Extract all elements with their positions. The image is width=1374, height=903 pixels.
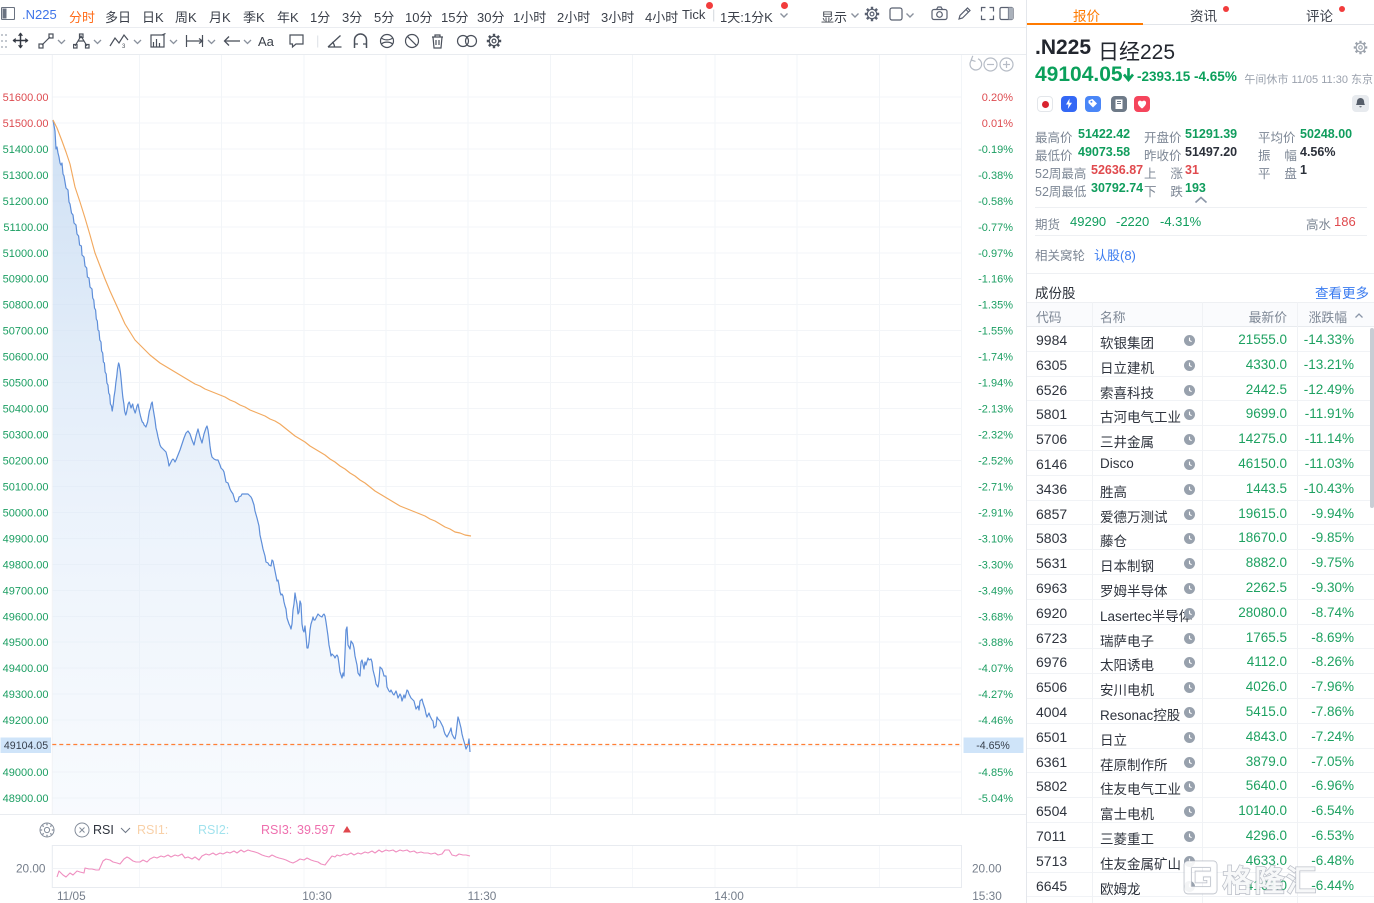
svg-text:14:00: 14:00 <box>714 889 744 903</box>
svg-text:39.597: 39.597 <box>297 823 335 837</box>
svg-text:-1.16%: -1.16% <box>978 274 1013 286</box>
svg-text:50700.00: 50700.00 <box>3 326 49 338</box>
svg-text:11:30: 11:30 <box>468 889 497 903</box>
svg-text:-2.52%: -2.52% <box>978 456 1013 468</box>
svg-text:50300.00: 50300.00 <box>3 430 49 442</box>
svg-text:-1.35%: -1.35% <box>978 300 1013 312</box>
svg-text:51300.00: 51300.00 <box>3 170 49 182</box>
svg-text:51200.00: 51200.00 <box>3 196 49 208</box>
svg-text:-2.13%: -2.13% <box>978 404 1013 416</box>
svg-text:-4.85%: -4.85% <box>978 767 1013 779</box>
svg-text:11/05: 11/05 <box>57 889 86 903</box>
svg-text:-0.77%: -0.77% <box>978 222 1013 234</box>
svg-text:48900.00: 48900.00 <box>3 793 49 805</box>
svg-text:49000.00: 49000.00 <box>3 767 49 779</box>
svg-text:RSI: RSI <box>93 823 114 837</box>
svg-text:50800.00: 50800.00 <box>3 300 49 312</box>
svg-text:-3.10%: -3.10% <box>978 533 1013 545</box>
svg-text:-3.49%: -3.49% <box>978 585 1013 597</box>
svg-text:50500.00: 50500.00 <box>3 378 49 390</box>
svg-text:-3.88%: -3.88% <box>978 637 1013 649</box>
svg-text:49800.00: 49800.00 <box>3 559 49 571</box>
svg-text:-4.65%: -4.65% <box>976 740 1010 752</box>
svg-text:49200.00: 49200.00 <box>3 715 49 727</box>
svg-text:49300.00: 49300.00 <box>3 689 49 701</box>
svg-text:50900.00: 50900.00 <box>3 274 49 286</box>
svg-text:51600.00: 51600.00 <box>3 92 49 104</box>
svg-text:格隆汇: 格隆汇 <box>1223 865 1319 898</box>
svg-text:3: 3 <box>122 44 126 49</box>
svg-text:20.00: 20.00 <box>972 862 1002 876</box>
svg-text:49400.00: 49400.00 <box>3 663 49 675</box>
svg-text:50200.00: 50200.00 <box>3 456 49 468</box>
svg-text:20.00: 20.00 <box>16 862 46 876</box>
svg-text:50100.00: 50100.00 <box>3 481 49 493</box>
svg-text:RSI2:: RSI2: <box>198 823 229 837</box>
svg-text:-2.71%: -2.71% <box>978 481 1013 493</box>
svg-text:0.01%: 0.01% <box>982 118 1013 130</box>
svg-text:51500.00: 51500.00 <box>3 118 49 130</box>
svg-text:RSI1:: RSI1: <box>137 823 168 837</box>
svg-text:51400.00: 51400.00 <box>3 144 49 156</box>
svg-text:-0.38%: -0.38% <box>978 170 1013 182</box>
svg-text:-5.04%: -5.04% <box>978 793 1013 805</box>
svg-text:-4.07%: -4.07% <box>978 663 1013 675</box>
svg-text:0.20%: 0.20% <box>982 92 1013 104</box>
svg-text:-3.30%: -3.30% <box>978 559 1013 571</box>
svg-text:49104.05: 49104.05 <box>4 740 48 752</box>
svg-text:10:30: 10:30 <box>302 889 332 903</box>
svg-text:-1.74%: -1.74% <box>978 352 1013 364</box>
svg-text:-0.19%: -0.19% <box>978 144 1013 156</box>
svg-text:-3.68%: -3.68% <box>978 611 1013 623</box>
svg-text:49600.00: 49600.00 <box>3 611 49 623</box>
svg-text:50600.00: 50600.00 <box>3 352 49 364</box>
svg-text:-4.27%: -4.27% <box>978 689 1013 701</box>
svg-text:-2.91%: -2.91% <box>978 507 1013 519</box>
svg-text:51000.00: 51000.00 <box>3 248 49 260</box>
svg-text:RSI3:: RSI3: <box>261 823 292 837</box>
svg-text:49500.00: 49500.00 <box>3 637 49 649</box>
svg-text:-2.32%: -2.32% <box>978 430 1013 442</box>
svg-text:50400.00: 50400.00 <box>3 404 49 416</box>
svg-text:-1.94%: -1.94% <box>978 378 1013 390</box>
svg-text:-0.97%: -0.97% <box>978 248 1013 260</box>
svg-text:49700.00: 49700.00 <box>3 585 49 597</box>
svg-text:15:30: 15:30 <box>972 889 1002 903</box>
svg-text:-4.46%: -4.46% <box>978 715 1013 727</box>
svg-text:-1.55%: -1.55% <box>978 326 1013 338</box>
svg-text:49900.00: 49900.00 <box>3 533 49 545</box>
svg-text:-0.58%: -0.58% <box>978 196 1013 208</box>
svg-text:51100.00: 51100.00 <box>3 222 48 234</box>
svg-text:50000.00: 50000.00 <box>3 507 49 519</box>
